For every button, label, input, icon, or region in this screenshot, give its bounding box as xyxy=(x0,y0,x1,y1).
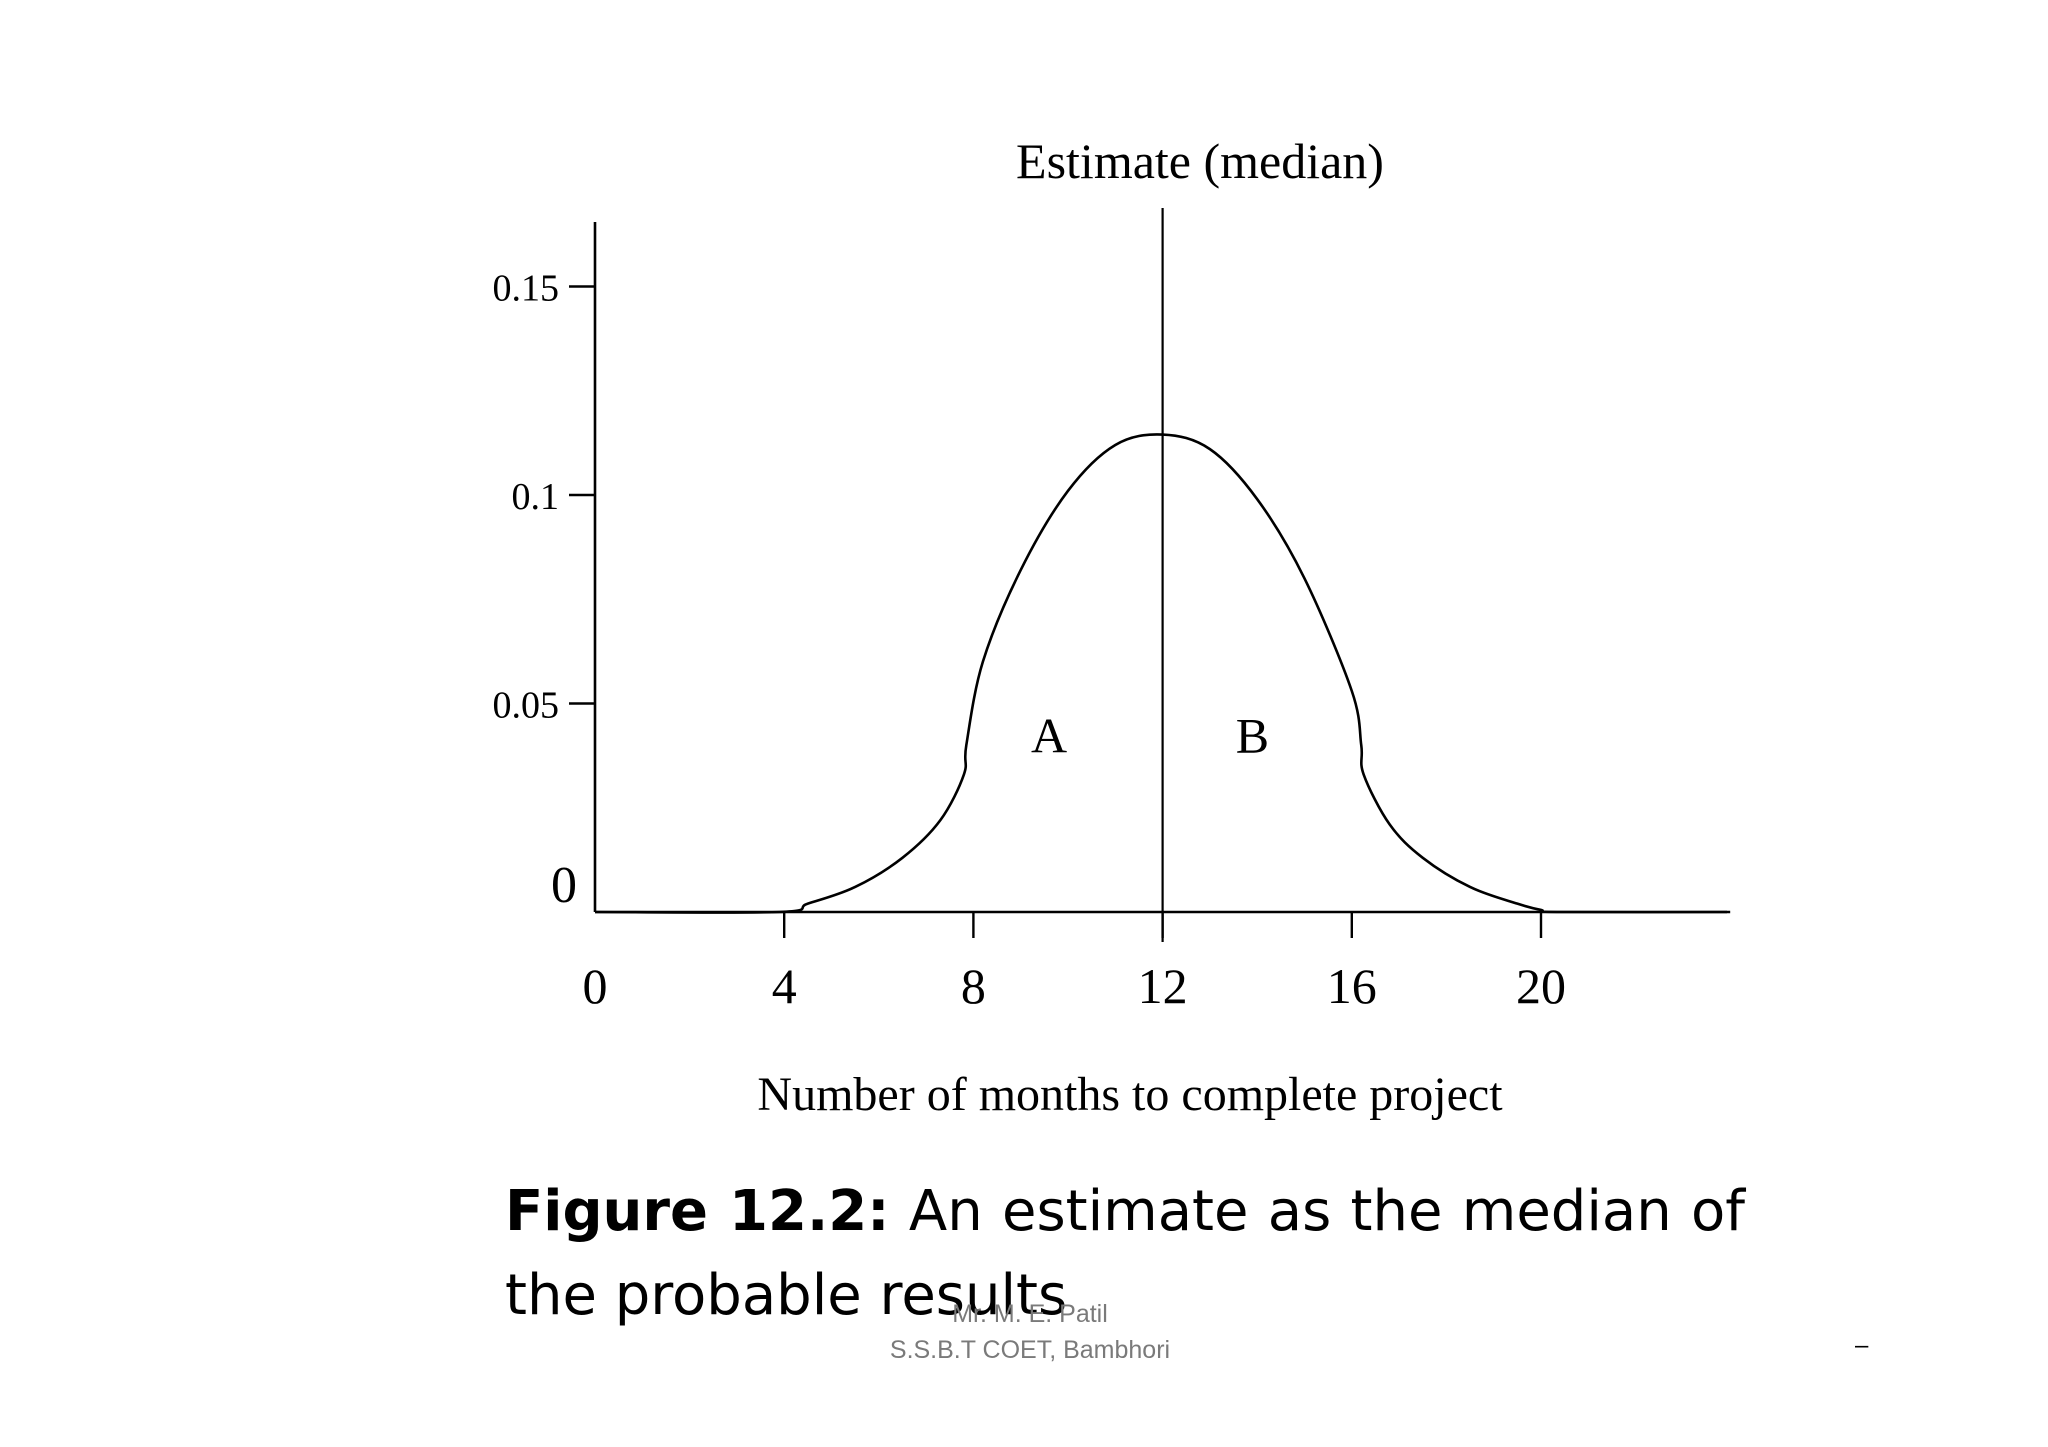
page-number: – xyxy=(1855,1332,1869,1359)
distribution-curve xyxy=(594,433,1731,914)
y-tick-label: 0.05 xyxy=(493,685,560,727)
region-label-a: A xyxy=(1031,708,1067,764)
x-tick-label: 16 xyxy=(1327,958,1377,1014)
figure-caption: Figure 12.2: An estimate as the median o… xyxy=(505,1170,1745,1338)
footer: Mr. M. E. Patil S.S.B.T COET, Bambhori xyxy=(880,1296,1180,1368)
figure-number: Figure 12.2: xyxy=(505,1179,890,1244)
x-tick-label: 8 xyxy=(961,958,986,1014)
x-tick-label: 4 xyxy=(772,958,797,1014)
axes xyxy=(593,222,1727,914)
region-label-b: B xyxy=(1236,708,1269,764)
y-tick-label: 0.1 xyxy=(512,476,560,518)
y-tick-label: 0.15 xyxy=(493,268,560,310)
y-tick-label: 0 xyxy=(551,857,577,914)
x-tick-label: 0 xyxy=(583,958,608,1014)
x-tick-label: 12 xyxy=(1138,958,1188,1014)
footer-institution: S.S.B.T COET, Bambhori xyxy=(889,1336,1171,1364)
ticks: 0 4 8 12 16 20 0 0.05 0.1 0.15 xyxy=(493,268,1567,1015)
caption-text: An estimate as the median of the probabl… xyxy=(505,1179,1745,1328)
chart-title: Estimate (median) xyxy=(1016,133,1384,189)
x-tick-label: 20 xyxy=(1516,958,1566,1014)
x-axis-label: Number of months to complete project xyxy=(757,1068,1503,1121)
footer-author: Mr. M. E. Patil xyxy=(952,1300,1108,1328)
